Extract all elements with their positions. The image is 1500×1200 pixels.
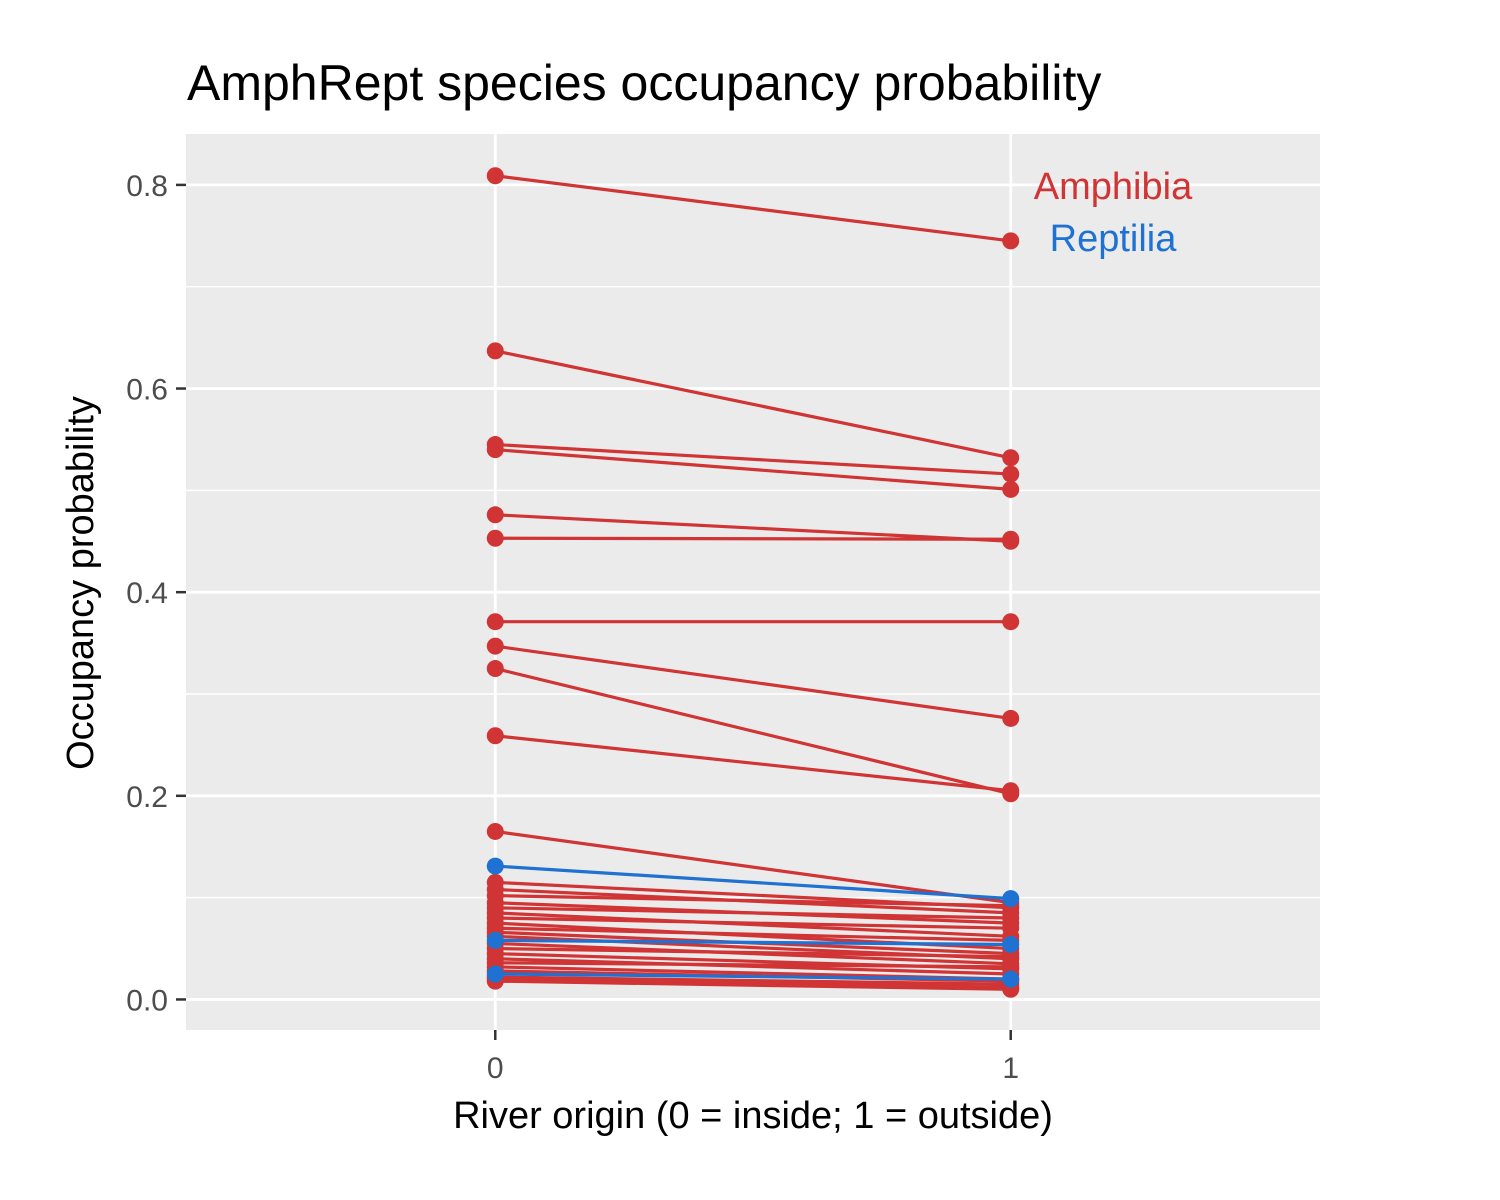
- data-point: [486, 822, 504, 840]
- chart-title: AmphRept species occupancy probability: [187, 55, 1101, 111]
- species-series: [486, 342, 1020, 467]
- data-point: [1002, 958, 1020, 976]
- data-point: [486, 613, 504, 631]
- data-point: [486, 342, 504, 360]
- series-line: [495, 961, 1011, 969]
- data-point: [1002, 970, 1020, 988]
- y-tick-label: 0.4: [126, 577, 168, 610]
- species-series: [486, 931, 1020, 953]
- series-line: [495, 926, 1011, 942]
- series-line: [495, 734, 1011, 793]
- data-point: [486, 637, 504, 655]
- series-line: [494, 666, 1012, 796]
- data-point: [486, 529, 504, 547]
- series-line: [495, 916, 1011, 930]
- series-line: [494, 349, 1012, 460]
- data-point: [486, 857, 504, 875]
- legend-label-reptilia: Reptilia: [1050, 218, 1178, 260]
- data-point: [1002, 465, 1020, 483]
- data-point: [486, 506, 504, 524]
- series-line: [495, 977, 1011, 989]
- data-point: [1002, 449, 1020, 467]
- data-point: [1002, 530, 1020, 548]
- y-tick-label: 0.0: [126, 984, 168, 1017]
- y-tick-label: 0.2: [126, 781, 168, 814]
- legend: Amphibia Reptilia: [1034, 166, 1193, 260]
- species-series: [486, 529, 1020, 548]
- series-line: [495, 442, 1011, 476]
- data-point: [1002, 709, 1020, 727]
- series-line: [495, 975, 1011, 986]
- data-point: [1002, 919, 1020, 937]
- series-layer: [486, 167, 1020, 998]
- series-line: [495, 174, 1011, 243]
- y-tick-label: 0.8: [126, 170, 168, 203]
- data-point: [1002, 613, 1020, 631]
- data-point: [1002, 782, 1020, 800]
- x-axis-title: River origin (0 = inside; 1 = outside): [453, 1095, 1053, 1137]
- series-line: [495, 513, 1011, 543]
- series-line: [495, 946, 1011, 959]
- series-line: [495, 906, 1011, 920]
- species-series: [486, 613, 1020, 631]
- data-point: [1002, 232, 1020, 250]
- y-tick-label: 0.6: [126, 374, 168, 407]
- data-point: [1002, 935, 1020, 953]
- x-tick-label: 1: [1002, 1052, 1019, 1085]
- species-series: [486, 167, 1020, 250]
- series-line: [495, 864, 1011, 901]
- data-point: [486, 660, 504, 678]
- legend-label-amphibia: Amphibia: [1034, 166, 1193, 208]
- axes: 0.0 0.2 0.4 0.6 0.8 0 1: [126, 170, 1019, 1085]
- data-point: [486, 727, 504, 745]
- series-line: [495, 644, 1011, 721]
- species-series: [486, 857, 1020, 908]
- series-line: [495, 938, 1011, 947]
- species-series: [486, 727, 1020, 800]
- data-point: [486, 965, 504, 983]
- series-line: [495, 448, 1011, 491]
- data-point: [486, 931, 504, 949]
- series-line: [495, 536, 1011, 541]
- series-line: [495, 979, 1011, 991]
- species-series: [486, 965, 1020, 988]
- y-axis-title: Occupancy probability: [60, 396, 102, 770]
- x-tick-label: 0: [487, 1052, 504, 1085]
- data-point: [486, 167, 504, 185]
- plot-panel: [186, 134, 1320, 1030]
- species-series: [486, 637, 1020, 727]
- data-point: [486, 441, 504, 459]
- series-line: [495, 972, 1011, 981]
- series-line: [495, 829, 1011, 905]
- data-point: [1002, 890, 1020, 908]
- species-series: [486, 441, 1020, 498]
- series-line: [495, 894, 1011, 908]
- data-point: [1002, 480, 1020, 498]
